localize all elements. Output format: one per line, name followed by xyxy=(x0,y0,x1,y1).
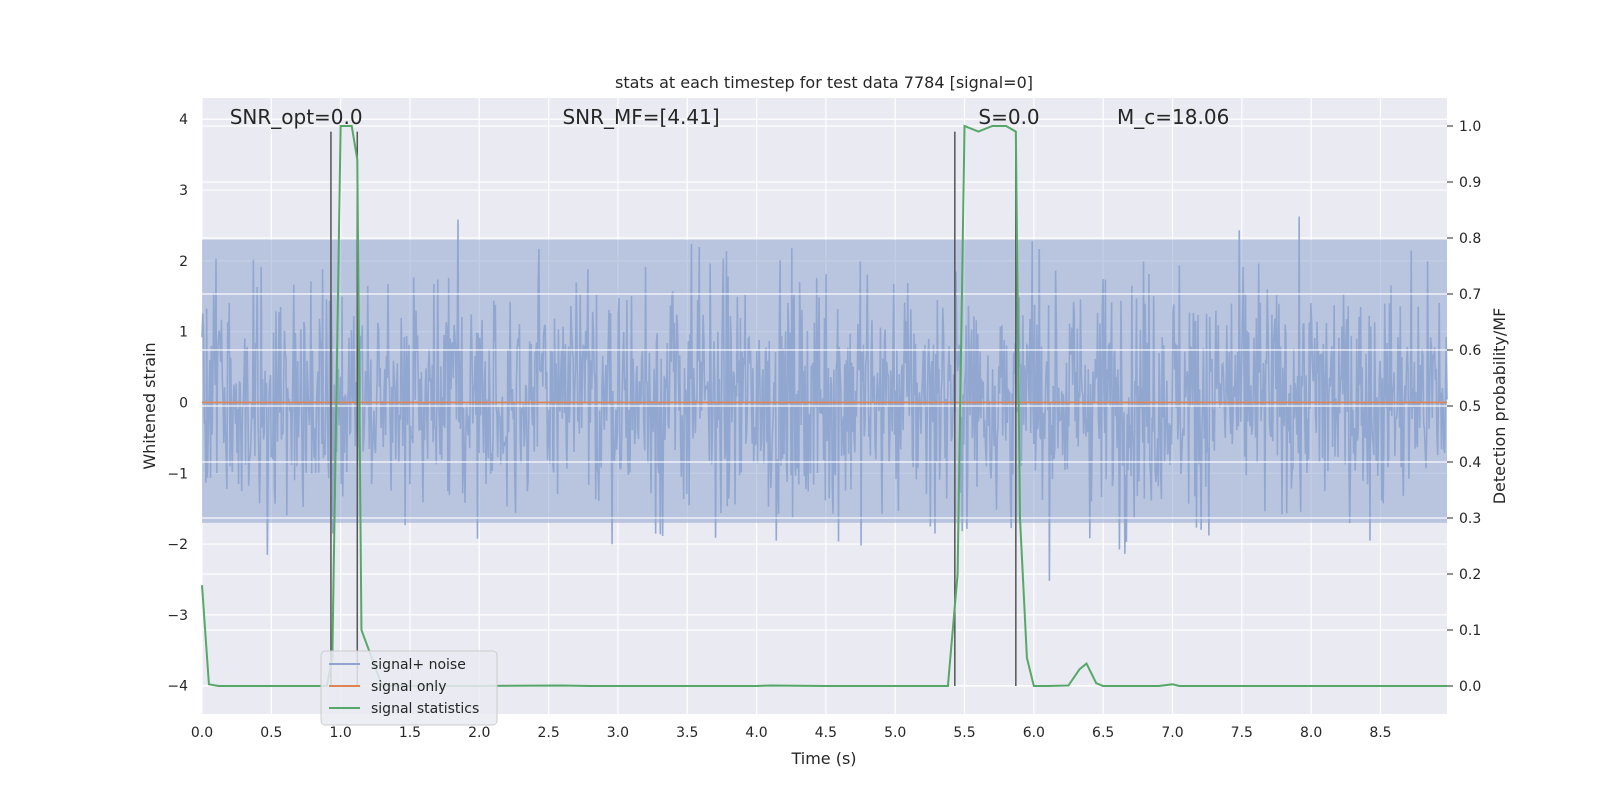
left-tick-label: 4 xyxy=(179,112,188,128)
x-tick-label: 0.0 xyxy=(191,725,213,741)
x-tick-label: 3.0 xyxy=(607,725,629,741)
x-tick-label: 7.0 xyxy=(1161,725,1183,741)
left-tick-label: −4 xyxy=(167,679,188,695)
left-tick-label: 1 xyxy=(179,325,188,341)
x-tick-label: 2.0 xyxy=(468,725,490,741)
x-tick-label: 5.0 xyxy=(884,725,906,741)
legend-label-signal-only: signal only xyxy=(371,679,446,695)
x-tick-label: 6.5 xyxy=(1092,725,1114,741)
left-tick-label: 0 xyxy=(179,395,188,411)
left-tick-label: −1 xyxy=(167,466,188,482)
legend-box xyxy=(320,650,498,726)
x-tick-label: 4.5 xyxy=(815,725,837,741)
x-tick-label: 3.5 xyxy=(676,725,698,741)
series-line-signal-statistics xyxy=(201,124,1447,687)
right-tick-label: 0.7 xyxy=(1459,287,1481,303)
left-tick-label: −3 xyxy=(167,608,188,624)
annotation-label: M_c=18.06 xyxy=(1117,105,1229,129)
x-tick-label: 8.0 xyxy=(1300,725,1322,741)
right-tick-label: 0.9 xyxy=(1459,175,1481,191)
x-tick-label: 6.0 xyxy=(1023,725,1045,741)
right-y-axis-label: Detection probability/MF xyxy=(1490,308,1509,505)
left-y-axis-label: Whitened strain xyxy=(140,342,159,469)
x-tick-label: 0.5 xyxy=(260,725,282,741)
right-tick-label: 1.0 xyxy=(1459,119,1481,135)
x-tick-label: 2.5 xyxy=(537,725,559,741)
annotation-label: S=0.0 xyxy=(978,105,1039,129)
series-signal-statistics xyxy=(201,124,1447,687)
left-y-ticks: 4 3 2 1 0 −1 −2 −3 −4 xyxy=(167,112,188,694)
series-signal-noise xyxy=(201,216,1448,581)
right-tick-label: 0.1 xyxy=(1459,623,1481,639)
x-tick-label: 4.0 xyxy=(745,725,767,741)
right-tick-label: 0.5 xyxy=(1459,399,1481,415)
chart-title: stats at each timestep for test data 778… xyxy=(615,73,1033,92)
x-tick-label: 1.5 xyxy=(399,725,421,741)
right-tick-label: 0.0 xyxy=(1459,679,1481,695)
legend-label-signal-noise: signal+ noise xyxy=(371,657,466,673)
left-tick-label: 3 xyxy=(179,183,188,199)
right-tick-label: 0.3 xyxy=(1459,511,1481,527)
right-y-ticks: 1.0 0.9 0.8 0.7 0.6 0.5 0.4 0.3 0.2 0.1 0.0 xyxy=(1447,119,1481,695)
left-tick-label: −2 xyxy=(167,537,188,553)
x-tick-label: 1.0 xyxy=(330,725,352,741)
series-band-signal-noise xyxy=(202,239,1447,523)
right-tick-label: 0.8 xyxy=(1459,231,1481,247)
right-tick-label: 0.6 xyxy=(1459,343,1481,359)
x-axis-label: Time (s) xyxy=(790,749,856,768)
annotation-label: SNR_MF=[4.41] xyxy=(562,105,719,129)
annotations: SNR_opt=0.0 SNR_MF=[4.41] S=0.0 M_c=18.06 xyxy=(230,105,1230,129)
x-tick-label: 7.5 xyxy=(1231,725,1253,741)
x-ticks: 0.0 0.5 1.0 1.5 2.0 2.5 3.0 3.5 4.0 4.5 5.0 5.5 6.0 6… xyxy=(191,725,1392,741)
legend-label-signal-statistics: signal statistics xyxy=(371,701,479,717)
right-tick-label: 0.2 xyxy=(1459,567,1481,583)
legend: signal+ noise signal only signal statist… xyxy=(320,650,498,726)
x-tick-label: 5.5 xyxy=(953,725,975,741)
annotation-label: SNR_opt=0.0 xyxy=(230,105,363,129)
right-tick-label: 0.4 xyxy=(1459,455,1481,471)
left-tick-label: 2 xyxy=(179,254,188,270)
x-tick-label: 8.5 xyxy=(1369,725,1391,741)
